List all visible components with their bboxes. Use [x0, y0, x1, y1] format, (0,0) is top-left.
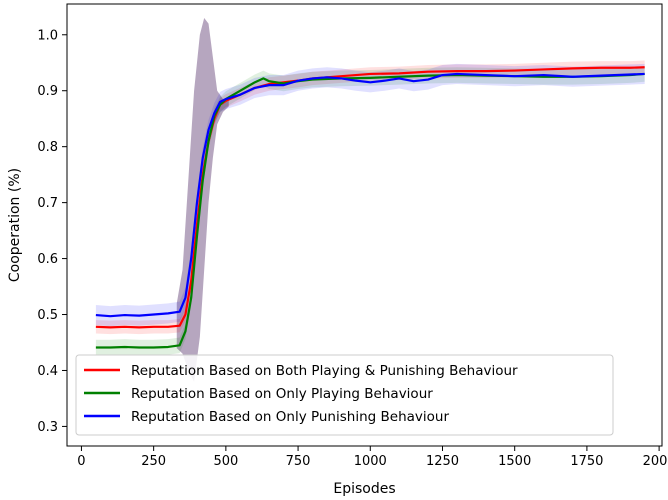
confidence-bands: [95, 17, 645, 382]
x-axis-label: Episodes: [333, 481, 395, 497]
legend-label: Reputation Based on Both Playing & Punis…: [131, 363, 518, 379]
y-tick-label: 0.8: [37, 140, 58, 155]
legend-label: Reputation Based on Only Punishing Behav…: [131, 409, 449, 425]
x-tick-label: 1250: [426, 454, 459, 469]
y-tick-label: 0.9: [37, 84, 58, 99]
y-tick-label: 0.6: [37, 252, 58, 267]
x-tick-label: 1750: [570, 454, 603, 469]
plot-frame: [66, 3, 663, 447]
legend-label: Reputation Based on Only Playing Behavio…: [131, 386, 433, 402]
y-tick-label: 0.4: [37, 364, 58, 379]
x-tick-label: 1500: [498, 454, 531, 469]
series-band-2: [95, 63, 645, 327]
x-tick-label: 750: [286, 454, 311, 469]
y-axis-ticks: 0.3 0.4 0.5 0.6 0.7 0.8 0.9 1.0: [37, 28, 67, 435]
series-band-0: [95, 60, 645, 335]
series-line-2: [95, 72, 645, 318]
x-tick-label: 0: [77, 454, 85, 469]
legend-box: [75, 354, 614, 436]
series-line-0: [95, 66, 645, 329]
y-tick-label: 0.3: [37, 420, 58, 435]
x-tick-label: 1000: [354, 454, 387, 469]
y-tick-label: 0.5: [37, 308, 58, 323]
y-tick-label: 1.0: [37, 28, 58, 43]
legend: Reputation Based on Both Playing & Punis…: [75, 354, 614, 436]
y-axis-label: Cooperation (%): [7, 168, 23, 282]
y-tick-label: 0.7: [37, 196, 58, 211]
x-tick-label: 500: [213, 454, 238, 469]
series-lines: [95, 66, 645, 349]
x-tick-label: 250: [141, 454, 166, 469]
